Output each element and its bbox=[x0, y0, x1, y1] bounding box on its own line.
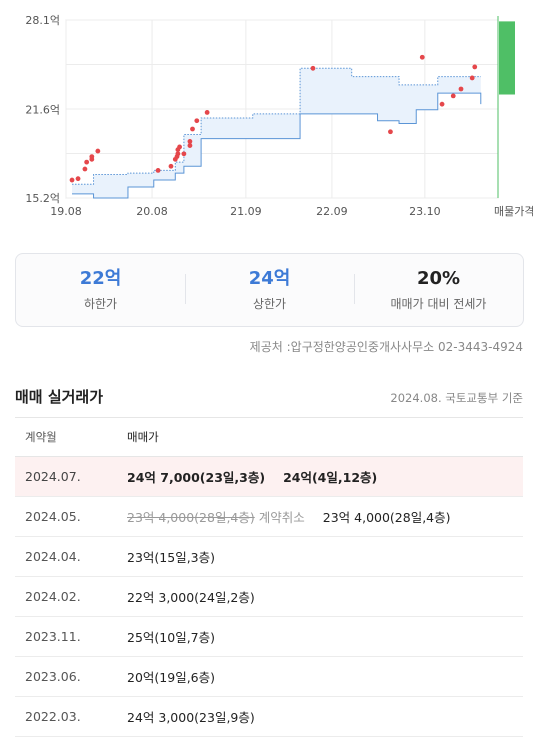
x-axis-labels: 19.08 20.08 21.09 22.09 23.10 매물가격 bbox=[50, 205, 533, 218]
row-month: 2024.05. bbox=[25, 509, 81, 524]
trades-table: 계약월 매매가 2024.07. 24억 7,000(23일,3층) 24억(4일… bbox=[15, 417, 523, 737]
table-row: 2023.11. 25억(10일,7층) bbox=[15, 617, 523, 657]
table-row: 2024.07. 24억 7,000(23일,3층) 24억(4일,12층) bbox=[15, 457, 523, 497]
trade-point bbox=[194, 118, 200, 124]
listing-range-bar bbox=[499, 21, 515, 95]
trade-point bbox=[187, 143, 193, 148]
table-row: 2023.06. 20억(19일,6층) bbox=[15, 657, 523, 697]
row-month: 2024.02. bbox=[25, 589, 81, 604]
listing-price-marker bbox=[497, 16, 515, 198]
jeonse-ratio-cell: 20% 매매가 대비 전세가 bbox=[354, 268, 523, 312]
trade-point bbox=[82, 166, 88, 172]
trades-table-header: 계약월 매매가 bbox=[15, 418, 523, 457]
row-month: 2022.03. bbox=[25, 709, 81, 724]
trade-point bbox=[181, 151, 187, 157]
row-price: 23억(15일,3층) bbox=[127, 550, 215, 565]
trade-points bbox=[69, 54, 478, 183]
x-tick-label: 23.10 bbox=[409, 205, 441, 218]
row-month: 2023.06. bbox=[25, 669, 81, 684]
row-price: 24억 7,000(23일,3층) bbox=[127, 470, 266, 485]
row-price: 24억(4일,12층) bbox=[283, 470, 378, 485]
trade-point bbox=[419, 54, 425, 60]
trade-point bbox=[84, 159, 90, 165]
price-band-lower-line bbox=[72, 92, 482, 199]
y-tick-label: 21.6억 bbox=[25, 104, 60, 117]
y-axis-labels: 28.1억 21.6억 15.2억 bbox=[25, 14, 60, 205]
trade-point bbox=[177, 144, 182, 150]
x-tick-label: 20.08 bbox=[136, 205, 168, 218]
table-row: 2022.03. 24억 3,000(23일,9층) bbox=[15, 697, 523, 737]
price-summary-box: 22억 하한가 24억 상한가 20% 매매가 대비 전세가 bbox=[15, 253, 524, 327]
trades-basis-note: 2024.08. 국토교통부 기준 bbox=[390, 391, 523, 405]
trades-section-title: 매매 실거래가 bbox=[15, 388, 104, 406]
data-source-text: 제공처 :압구정한양공인중개사사무소 02-3443-4924 bbox=[249, 340, 523, 354]
row-prices: 23억 4,000(28일,4층) 계약취소 23억 4,000(28일,4층) bbox=[127, 507, 523, 526]
cancel-badge: 계약취소 bbox=[258, 510, 305, 525]
trade-point bbox=[310, 65, 316, 71]
trade-point bbox=[155, 168, 161, 173]
trade-point bbox=[187, 139, 193, 144]
trade-point bbox=[469, 75, 475, 81]
row-month: 2024.04. bbox=[25, 549, 81, 564]
trade-point bbox=[458, 86, 464, 92]
trade-point bbox=[175, 151, 181, 157]
row-price: 25억(10일,7층) bbox=[127, 630, 215, 645]
trade-point bbox=[204, 110, 210, 115]
header-contract-month: 계약월 bbox=[25, 430, 57, 444]
low-price-cell: 22억 하한가 bbox=[16, 268, 185, 312]
trade-point bbox=[472, 64, 478, 70]
price-band-area bbox=[72, 68, 481, 198]
trade-point bbox=[69, 177, 75, 183]
low-price-value: 22억 bbox=[79, 268, 122, 289]
row-month: 2023.11. bbox=[25, 629, 81, 644]
row-prices: 24억 7,000(23일,3층) 24억(4일,12층) bbox=[127, 467, 523, 486]
x-tick-label: 매물가격 bbox=[494, 205, 533, 218]
trade-point bbox=[450, 93, 456, 99]
trade-point bbox=[388, 129, 393, 135]
table-row: 2024.04. 23억(15일,3층) bbox=[15, 537, 523, 577]
cancelled-price: 23억 4,000(28일,4층) bbox=[127, 510, 255, 525]
low-price-label: 하한가 bbox=[83, 297, 118, 311]
high-price-value: 24억 bbox=[248, 268, 291, 289]
row-price: 23억 4,000(28일,4층) bbox=[322, 510, 451, 525]
table-row: 2024.05. 23억 4,000(28일,4층) 계약취소 23억 4,000(… bbox=[15, 497, 523, 537]
high-price-label: 상한가 bbox=[252, 297, 287, 311]
trade-point bbox=[95, 148, 101, 154]
row-price: 24억 3,000(23일,9층) bbox=[127, 710, 255, 725]
trade-point bbox=[75, 176, 81, 182]
trade-point bbox=[168, 163, 174, 169]
row-month: 2024.07. bbox=[25, 469, 81, 484]
trade-point bbox=[439, 101, 445, 107]
price-chart: 28.1억 21.6억 15.2억 19.08 20.08 21.09 22.09 23.1… bbox=[25, 14, 533, 218]
row-price: 22억 3,000(24일,2층) bbox=[127, 590, 255, 605]
y-tick-label: 15.2억 bbox=[25, 192, 60, 205]
x-tick-label: 22.09 bbox=[316, 205, 348, 218]
trade-point bbox=[190, 126, 195, 132]
row-price: 20억(19일,6층) bbox=[127, 670, 215, 685]
y-tick-label: 28.1억 bbox=[25, 14, 60, 27]
x-tick-label: 21.09 bbox=[230, 205, 262, 218]
jeonse-ratio-value: 20% bbox=[416, 268, 461, 289]
high-price-cell: 24억 상한가 bbox=[185, 268, 354, 312]
x-tick-label: 19.08 bbox=[50, 205, 82, 218]
table-row: 2024.02. 22억 3,000(24일,2층) bbox=[15, 577, 523, 617]
jeonse-ratio-label: 매매가 대비 전세가 bbox=[390, 297, 487, 311]
header-sale-price: 매매가 bbox=[127, 430, 159, 444]
trade-point bbox=[89, 154, 95, 160]
